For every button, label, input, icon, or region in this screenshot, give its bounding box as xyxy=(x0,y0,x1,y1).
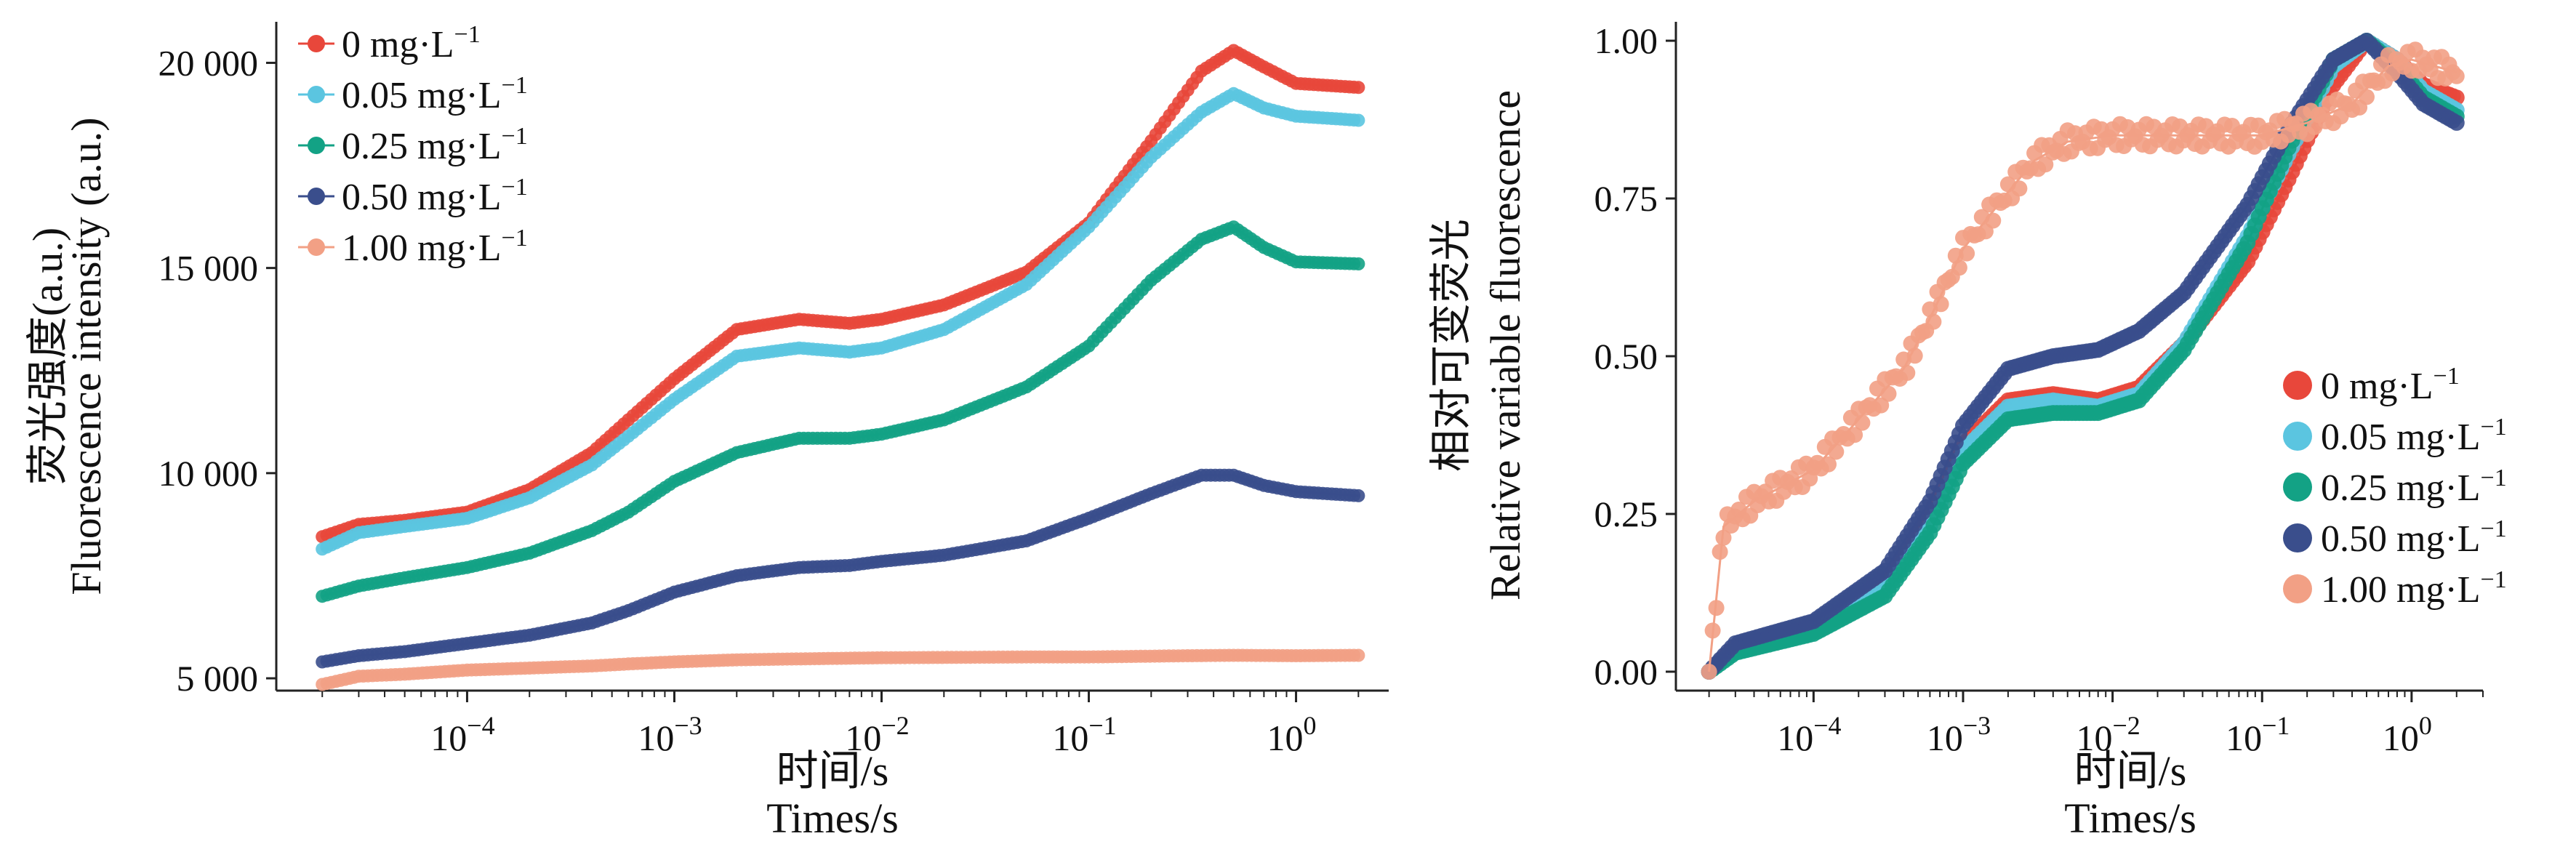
data-point xyxy=(1715,529,1732,546)
legend-marker xyxy=(308,137,325,154)
x-tick-label: 10−4 xyxy=(430,711,494,758)
y-axis-label-cn: 相对可变荧光 xyxy=(1427,219,1474,472)
legend-marker xyxy=(2283,473,2312,502)
x-tick-label: 10−2 xyxy=(2076,711,2140,758)
legend-label: 0 mg·L−1 xyxy=(2321,363,2460,407)
left-panel-fluorescence-intensity: 5 000 10 000 15 000 20 000 10−4 10−3 10−2 10−1 1… xyxy=(24,21,1389,842)
y-tick-label: 20 000 xyxy=(159,42,259,83)
data-point xyxy=(1701,664,1717,680)
data-point xyxy=(1880,385,1897,402)
data-point xyxy=(1933,296,1949,313)
legend: 0 mg·L−1 0.05 mg·L−1 0.25 mg·L−1 0.50 mg·L−… xyxy=(298,21,528,269)
legend-marker xyxy=(2283,523,2312,552)
data-point xyxy=(1985,212,2002,229)
right-panel-relative-variable-fluorescence: 0.00 0.25 0.50 0.75 1.00 10−4 10−3 10−2 10−1 100 相… xyxy=(1427,20,2507,842)
data-point xyxy=(1352,81,1365,95)
data-point xyxy=(1899,364,1916,381)
data-point xyxy=(2011,180,2028,197)
data-point xyxy=(2448,68,2465,84)
y-tick-label: 0.75 xyxy=(1594,178,1658,219)
legend-label: 0.25 mg·L−1 xyxy=(2321,465,2507,509)
x-tick-label: 10−1 xyxy=(1052,711,1116,758)
x-tick-label: 10−2 xyxy=(845,711,909,758)
data-point xyxy=(2448,114,2465,131)
series-1 xyxy=(316,87,1365,556)
x-tick-label: 10−1 xyxy=(2226,711,2290,758)
legend-item: 0.05 mg·L−1 xyxy=(2283,414,2507,458)
y-tick-label: 0.00 xyxy=(1594,651,1658,692)
legend-label: 0.25 mg·L−1 xyxy=(342,123,528,167)
legend-label: 0.05 mg·L−1 xyxy=(2321,414,2507,458)
data-point xyxy=(1925,313,1942,330)
data-point xyxy=(1951,260,1967,276)
data-point xyxy=(1828,443,1845,460)
legend-marker xyxy=(2283,371,2312,400)
x-tick-label: 10−4 xyxy=(1777,711,1841,758)
legend-item: 0.50 mg·L−1 xyxy=(298,174,528,218)
data-point xyxy=(1873,397,1890,414)
y-tick-label: 10 000 xyxy=(159,453,259,494)
data-point xyxy=(1906,347,1923,364)
series-4 xyxy=(316,648,1365,691)
legend-label: 1.00 mg·L−1 xyxy=(342,225,528,269)
legend-item: 0.05 mg·L−1 xyxy=(298,72,528,116)
legend-label: 0.50 mg·L−1 xyxy=(2321,515,2507,560)
x-axis-label-en: Times/s xyxy=(2064,795,2196,842)
data-point xyxy=(1712,544,1728,560)
series-4 xyxy=(1701,41,2465,680)
data-point xyxy=(1847,427,1863,443)
legend-label: 0.50 mg·L−1 xyxy=(342,174,528,218)
legend-marker xyxy=(308,238,325,256)
legend-marker xyxy=(2283,422,2312,451)
series-2 xyxy=(316,220,1365,603)
data-point xyxy=(1352,257,1365,270)
y-axis-label-en: Relative variable fluorescence xyxy=(1482,90,1529,600)
data-point xyxy=(2037,156,2054,173)
series-3 xyxy=(316,468,1365,669)
x-tick-label: 10−3 xyxy=(1927,711,1991,758)
x-axis-label-cn: 时间/s xyxy=(777,747,889,795)
x-axis-label-en: Times/s xyxy=(766,795,899,842)
data-point xyxy=(1821,456,1837,473)
legend-item: 0 mg·L−1 xyxy=(298,21,481,65)
legend-label: 1.00 mg·L−1 xyxy=(2321,566,2507,611)
legend-item: 0 mg·L−1 xyxy=(2283,363,2460,407)
legend-marker xyxy=(308,188,325,205)
data-point xyxy=(1959,245,1975,262)
legend-item: 1.00 mg·L−1 xyxy=(298,225,528,269)
series-line xyxy=(321,49,1359,538)
data-point xyxy=(1854,414,1871,431)
legend-marker xyxy=(308,35,325,52)
x-axis-label-cn: 时间/s xyxy=(2074,747,2187,795)
y-tick-label: 0.50 xyxy=(1594,336,1658,377)
y-tick-label: 0.25 xyxy=(1594,494,1658,534)
data-point xyxy=(1352,489,1365,502)
x-tick-label: 100 xyxy=(2383,711,2432,758)
y-axis-label-en: Fluorescence intensity (a.u.) xyxy=(63,117,110,595)
legend-marker xyxy=(308,86,325,103)
y-tick-label: 1.00 xyxy=(1594,20,1658,61)
y-tick-label: 15 000 xyxy=(159,248,259,289)
legend-item: 0.50 mg·L−1 xyxy=(2283,515,2507,560)
legend-item: 1.00 mg·L−1 xyxy=(2283,566,2507,611)
x-tick-label: 100 xyxy=(1267,711,1317,758)
legend-item: 0.25 mg·L−1 xyxy=(2283,465,2507,509)
legend-item: 0.25 mg·L−1 xyxy=(298,123,528,167)
series-0 xyxy=(316,44,1365,544)
data-point xyxy=(1708,600,1725,616)
legend-label: 0.05 mg·L−1 xyxy=(342,72,528,116)
legend-marker xyxy=(2283,574,2312,603)
series-line xyxy=(321,225,1359,598)
data-point xyxy=(2359,89,2375,105)
data-point xyxy=(1352,113,1365,127)
y-tick-label: 5 000 xyxy=(177,658,259,699)
data-point xyxy=(1352,648,1365,662)
legend-label: 0 mg·L−1 xyxy=(342,21,481,65)
legend: 0 mg·L−1 0.05 mg·L−1 0.25 mg·L−1 0.50 mg·L−… xyxy=(2283,363,2507,611)
x-tick-label: 10−3 xyxy=(638,711,702,758)
data-point xyxy=(1704,622,1721,639)
y-axis-label-cn: 荧光强度(a.u.) xyxy=(24,228,71,485)
